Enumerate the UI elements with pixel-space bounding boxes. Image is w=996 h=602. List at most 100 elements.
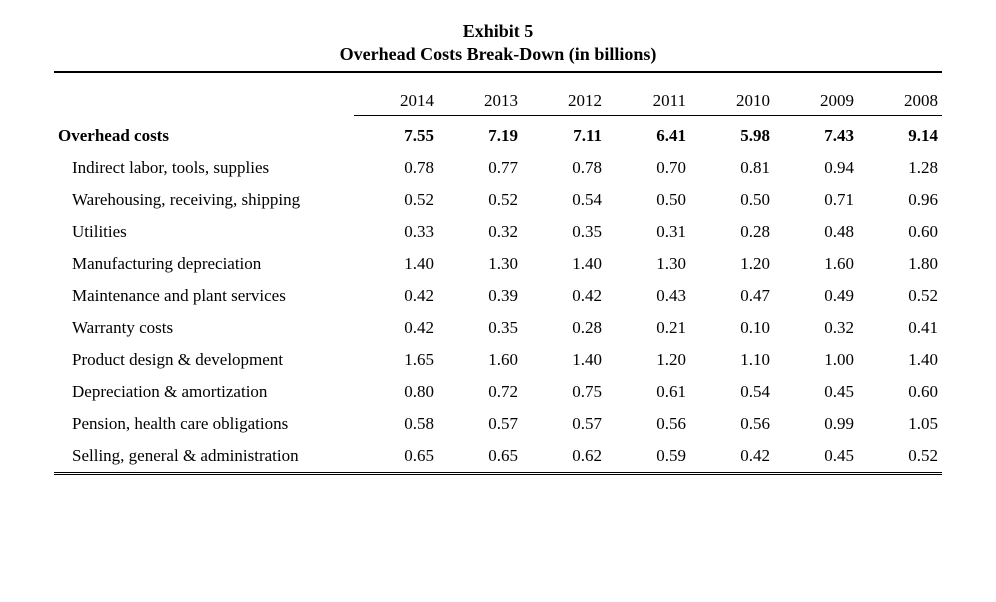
- cell: 0.33: [354, 216, 438, 248]
- cell: 0.65: [438, 440, 522, 472]
- cell: 0.49: [774, 280, 858, 312]
- cell: 0.52: [858, 440, 942, 472]
- cell: 1.40: [522, 344, 606, 376]
- table-row: Product design & development 1.65 1.60 1…: [54, 344, 942, 376]
- cell: 0.32: [438, 216, 522, 248]
- col-2012: 2012: [522, 73, 606, 116]
- total-val: 7.43: [774, 116, 858, 153]
- cell: 0.41: [858, 312, 942, 344]
- row-label: Selling, general & administration: [54, 440, 354, 472]
- cell: 0.31: [606, 216, 690, 248]
- cell: 1.00: [774, 344, 858, 376]
- row-label: Indirect labor, tools, supplies: [54, 152, 354, 184]
- cell: 0.48: [774, 216, 858, 248]
- cell: 0.52: [354, 184, 438, 216]
- cell: 0.56: [690, 408, 774, 440]
- row-label: Maintenance and plant services: [54, 280, 354, 312]
- cell: 0.77: [438, 152, 522, 184]
- cell: 0.28: [522, 312, 606, 344]
- overhead-table: 2014 2013 2012 2011 2010 2009 2008 Overh…: [54, 73, 942, 472]
- table-body: Overhead costs 7.55 7.19 7.11 6.41 5.98 …: [54, 116, 942, 473]
- cell: 0.56: [606, 408, 690, 440]
- cell: 0.60: [858, 216, 942, 248]
- cell: 0.78: [354, 152, 438, 184]
- row-label: Manufacturing depreciation: [54, 248, 354, 280]
- cell: 0.61: [606, 376, 690, 408]
- cell: 0.42: [354, 280, 438, 312]
- table-row: Utilities 0.33 0.32 0.35 0.31 0.28 0.48 …: [54, 216, 942, 248]
- cell: 1.20: [690, 248, 774, 280]
- col-2013: 2013: [438, 73, 522, 116]
- cell: 0.59: [606, 440, 690, 472]
- table-row: Maintenance and plant services 0.42 0.39…: [54, 280, 942, 312]
- total-val: 5.98: [690, 116, 774, 153]
- exhibit-number: Exhibit 5: [54, 20, 942, 43]
- exhibit-title: Overhead Costs Break-Down (in billions): [54, 43, 942, 66]
- cell: 0.81: [690, 152, 774, 184]
- table-row: Depreciation & amortization 0.80 0.72 0.…: [54, 376, 942, 408]
- table-row: Selling, general & administration 0.65 0…: [54, 440, 942, 472]
- cell: 1.05: [858, 408, 942, 440]
- cell: 1.40: [858, 344, 942, 376]
- cell: 0.99: [774, 408, 858, 440]
- row-label: Depreciation & amortization: [54, 376, 354, 408]
- total-row: Overhead costs 7.55 7.19 7.11 6.41 5.98 …: [54, 116, 942, 153]
- row-label: Pension, health care obligations: [54, 408, 354, 440]
- cell: 1.20: [606, 344, 690, 376]
- row-label: Warranty costs: [54, 312, 354, 344]
- total-val: 9.14: [858, 116, 942, 153]
- table-row: Pension, health care obligations 0.58 0.…: [54, 408, 942, 440]
- cell: 0.50: [606, 184, 690, 216]
- cell: 0.70: [606, 152, 690, 184]
- cell: 1.40: [354, 248, 438, 280]
- table-row: Indirect labor, tools, supplies 0.78 0.7…: [54, 152, 942, 184]
- row-label: Warehousing, receiving, shipping: [54, 184, 354, 216]
- cell: 0.52: [858, 280, 942, 312]
- cell: 0.96: [858, 184, 942, 216]
- col-2010: 2010: [690, 73, 774, 116]
- cell: 0.32: [774, 312, 858, 344]
- col-2009: 2009: [774, 73, 858, 116]
- table-row: Manufacturing depreciation 1.40 1.30 1.4…: [54, 248, 942, 280]
- cell: 0.50: [690, 184, 774, 216]
- cell: 0.57: [522, 408, 606, 440]
- cell: 1.60: [774, 248, 858, 280]
- cell: 0.78: [522, 152, 606, 184]
- cell: 1.80: [858, 248, 942, 280]
- cell: 0.43: [606, 280, 690, 312]
- cell: 1.10: [690, 344, 774, 376]
- cell: 0.52: [438, 184, 522, 216]
- cell: 1.60: [438, 344, 522, 376]
- cell: 0.80: [354, 376, 438, 408]
- cell: 1.65: [354, 344, 438, 376]
- col-2011: 2011: [606, 73, 690, 116]
- table-row: Warehousing, receiving, shipping 0.52 0.…: [54, 184, 942, 216]
- cell: 0.65: [354, 440, 438, 472]
- exhibit-5: Exhibit 5 Overhead Costs Break-Down (in …: [54, 20, 942, 478]
- header-row: 2014 2013 2012 2011 2010 2009 2008: [54, 73, 942, 116]
- cell: 1.40: [522, 248, 606, 280]
- cell: 0.71: [774, 184, 858, 216]
- cell: 0.45: [774, 440, 858, 472]
- cell: 0.42: [354, 312, 438, 344]
- cell: 0.58: [354, 408, 438, 440]
- cell: 0.45: [774, 376, 858, 408]
- cell: 0.54: [522, 184, 606, 216]
- cell: 0.39: [438, 280, 522, 312]
- cell: 0.94: [774, 152, 858, 184]
- cell: 1.30: [438, 248, 522, 280]
- cell: 0.10: [690, 312, 774, 344]
- cell: 0.21: [606, 312, 690, 344]
- cell: 0.35: [438, 312, 522, 344]
- row-label: Utilities: [54, 216, 354, 248]
- cell: 0.57: [438, 408, 522, 440]
- bottom-rule: [54, 472, 942, 478]
- row-label: Product design & development: [54, 344, 354, 376]
- cell: 0.42: [690, 440, 774, 472]
- cell: 0.72: [438, 376, 522, 408]
- header-stub: [54, 73, 354, 116]
- total-val: 7.19: [438, 116, 522, 153]
- total-label: Overhead costs: [54, 116, 354, 153]
- cell: 1.30: [606, 248, 690, 280]
- cell: 0.47: [690, 280, 774, 312]
